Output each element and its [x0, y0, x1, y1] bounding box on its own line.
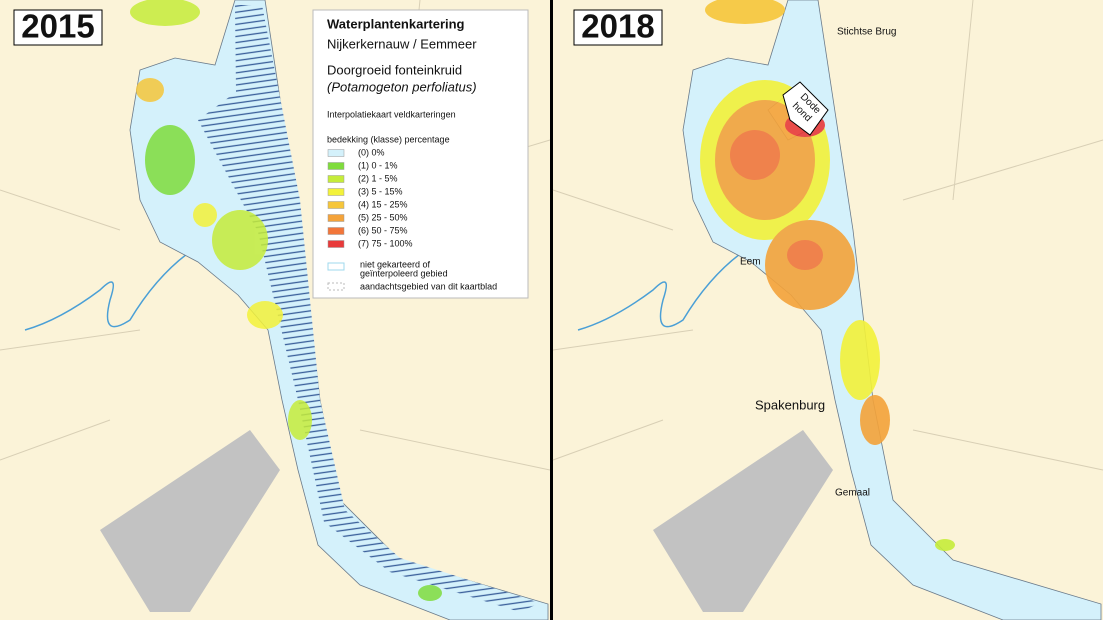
legend-method: Interpolatiekaart veldkarteringen [327, 109, 456, 119]
legend-label: (6) 50 - 75% [358, 225, 408, 235]
legend-label: niet gekarteerd of [360, 259, 431, 269]
legend-label: (7) 75 - 100% [358, 238, 413, 248]
panel-2015: 2015 [0, 0, 551, 620]
legend-swatch [327, 175, 345, 183]
year-box [573, 9, 663, 46]
legend-box [312, 9, 529, 299]
legend-species: Doorgroeid fonteinkruid [327, 62, 462, 77]
year-box [13, 9, 103, 46]
legend-label: (2) 1 - 5% [358, 173, 398, 183]
legend-swatch [327, 162, 345, 170]
legend-swatch [327, 214, 345, 222]
legend-swatch [327, 282, 345, 291]
legend-label: (1) 0 - 1% [358, 160, 398, 170]
legend-swatch [327, 149, 345, 157]
legend-swatch [327, 201, 345, 209]
panel-2018: Dode hond Stichtse Brug Eem Spakenburg G… [552, 0, 1104, 620]
legend-label: (4) 15 - 25% [358, 199, 408, 209]
legend-label: (3) 5 - 15% [358, 186, 403, 196]
divider [550, 0, 553, 620]
place-label: Eem [740, 257, 761, 268]
legend-swatch [327, 188, 345, 196]
legend-swatch [327, 227, 345, 235]
place-label: Gemaal [835, 488, 870, 499]
legend-scale-title: bedekking (klasse) percentage [327, 134, 450, 144]
legend-swatch [327, 240, 345, 248]
legend-label: (5) 25 - 50% [358, 212, 408, 222]
legend-label: aandachtsgebied van dit kaartblad [360, 281, 497, 291]
place-label: Stichtse Brug [837, 27, 896, 38]
legend-label: (0) 0% [358, 147, 385, 157]
legend-swatch [327, 262, 345, 271]
legend-label: geïnterpoleerd gebied [360, 268, 448, 278]
legend-latin: (Potamogeton perfoliatus) [327, 79, 477, 94]
year-label: 2018 [581, 8, 654, 45]
year-label: 2015 [21, 8, 94, 45]
legend-title: Waterplantenkartering [327, 16, 465, 31]
legend: Waterplantenkartering Nijkerkernauw / Ee… [312, 9, 529, 299]
legend-subtitle: Nijkerkernauw / Eemmeer [327, 36, 477, 51]
place-label: Spakenburg [755, 397, 825, 412]
